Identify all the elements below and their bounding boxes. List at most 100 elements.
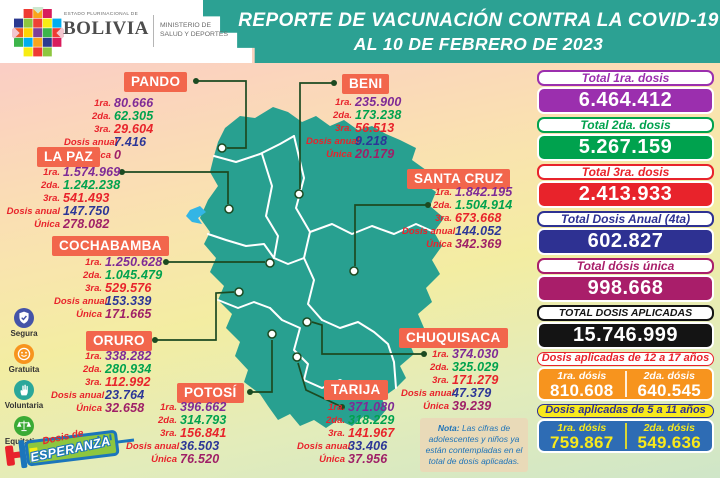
total-box-value: 6.464.412 [537, 87, 714, 114]
total-annual-dose-box: Total Dosis Anual (4ta) 602.827 [537, 211, 714, 255]
dose-label: Dosis anual [64, 137, 118, 148]
logo-estado-text: ESTADO PLURINACIONAL DE [64, 12, 139, 17]
age-dose-value: 640.545 [637, 381, 702, 400]
department-stats-oruro: 1ra. 338.282 2da. 280.934 3ra. 112.992 Dosi… [51, 349, 152, 415]
total-applied-doses-box: TOTAL DOSIS APLICADAS 15.746.999 [537, 305, 714, 349]
age-group-col: 1ra. dósis 810.608 [539, 369, 625, 399]
dose-label: 1ra. [432, 349, 449, 360]
dose-value: 171.279 [452, 373, 499, 387]
dose-value: 144.052 [455, 224, 502, 238]
department-title-potosi: POTOSÍ [177, 383, 244, 403]
dose-value: 173.238 [355, 108, 402, 122]
logo-divider [153, 15, 154, 47]
total-first-dose-box: Total 1ra. dosis 6.464.412 [537, 70, 714, 114]
dose-label: Única [76, 309, 102, 320]
dose-value: 338.282 [105, 349, 152, 363]
dose-label: 3ra. [432, 375, 449, 386]
principle-label: Segura [10, 329, 38, 338]
report-date: AL 10 DE FEBRERO DE 2023 [353, 33, 604, 54]
total-single-dose-box: Total dósis única 998.668 [537, 258, 714, 302]
dose-label: 1ra. [43, 167, 60, 178]
syringe-needle [116, 438, 135, 444]
dose-label: 3ra. [435, 213, 452, 224]
dose-value: 29.604 [114, 122, 154, 136]
dose-value: 156.841 [180, 426, 227, 440]
dose-value: 673.668 [455, 211, 502, 225]
note-box: Nota: Las cifras de adolescentes y niños… [420, 418, 528, 472]
age-group-col: 2da. dósis 549.636 [627, 421, 713, 451]
dose-value: 76.520 [180, 452, 220, 466]
dose-value: 9.218 [355, 134, 388, 148]
dose-label: Única [151, 454, 177, 465]
age-group-12-17-box: Dosis aplicadas de 12 a 17 años 1ra. dós… [537, 352, 714, 401]
dose-label: 2da. [82, 270, 102, 281]
dose-value: 371.080 [348, 400, 395, 414]
shield-check-icon [1, 308, 47, 328]
dose-value: 36.503 [180, 439, 220, 453]
bolivia-logo-mosaic [12, 7, 64, 57]
total-box-value: 15.746.999 [537, 322, 714, 349]
department-title-tarija: TARIJA [324, 380, 388, 400]
dose-label: 3ra. [328, 428, 345, 439]
note-text: Las cifras de adolescentes y niños ya es… [425, 423, 523, 466]
dose-value: 1.842.195 [455, 185, 513, 199]
dose-label: Dosis anual [402, 226, 456, 237]
dose-value: 7.416 [114, 135, 147, 149]
department-stats-santa-cruz: 1ra. 1.842.195 2da. 1.504.914 3ra. 673.668 … [402, 185, 513, 251]
department-connector-lines [122, 80, 428, 408]
dose-label: 3ra. [85, 283, 102, 294]
dose-label: Única [426, 239, 452, 250]
department-stats-tarija: 1ra. 371.080 2da. 318.229 3ra. 141.967 Dosi… [297, 401, 394, 466]
dose-value: 62.305 [114, 109, 154, 123]
department-title-santa-cruz: SANTA CRUZ [407, 169, 511, 189]
ministry-line1: MINISTERIO DE [160, 22, 211, 29]
dose-value: 80.666 [114, 96, 154, 110]
raised-hand-icon [1, 380, 47, 400]
age-dose-label: 2da. dósis [643, 422, 695, 434]
dose-label: Única [34, 219, 60, 230]
department-stats-potosi: 1ra. 396.662 2da. 314.793 3ra. 156.841 Dosi… [126, 401, 226, 466]
dose-label: 1ra. [94, 98, 111, 109]
dose-label: Dosis anual [54, 296, 108, 307]
dose-label: 1ra. [435, 187, 452, 198]
dose-label: 3ra. [85, 377, 102, 388]
age-group-col: 1ra. dósis 759.867 [539, 421, 625, 451]
dose-value: 20.179 [355, 147, 395, 161]
total-box-label: Total Dosis Anual (4ta) [537, 211, 714, 227]
dose-value: 171.665 [105, 307, 152, 321]
dose-label: 2da. [91, 111, 111, 122]
department-title-oruro: ORURO [86, 331, 152, 351]
dose-value: 147.750 [63, 204, 110, 218]
principle-label: Voluntaria [4, 401, 44, 410]
dose-label: Única [423, 401, 449, 412]
department-title-pando: PANDO [124, 72, 188, 92]
department-title-la-paz: LA PAZ [37, 147, 101, 167]
total-third-dose-box: Total 3ra. dosis 2.413.933 [537, 164, 714, 208]
age-dose-value: 759.867 [549, 433, 614, 452]
dose-value: 342.369 [455, 237, 502, 251]
dose-label: 1ra. [85, 351, 102, 362]
age-group-col: 2da. dósis 640.545 [627, 369, 713, 399]
dose-value: 1.242.238 [63, 178, 121, 192]
dose-label: 3ra. [335, 123, 352, 134]
dose-label: 2da. [82, 364, 102, 375]
principle-voluntaria: Voluntaria [1, 380, 47, 410]
department-markers [217, 143, 359, 362]
department-title-beni: BENI [342, 74, 390, 94]
dose-label: 1ra. [160, 402, 177, 413]
dose-value: 56.513 [355, 121, 395, 135]
dose-value: 280.934 [105, 362, 152, 376]
note-label: Nota: [437, 423, 460, 433]
dose-value: 47.379 [452, 386, 492, 400]
total-box-value: 602.827 [537, 228, 714, 255]
dose-label: 2da. [325, 415, 345, 426]
dose-value: 33.406 [348, 439, 388, 453]
dose-value: 314.793 [180, 413, 227, 427]
dose-value: 278.082 [63, 217, 110, 231]
dose-value: 1.250.628 [105, 255, 163, 269]
bolivia-map-shape [186, 107, 444, 428]
dose-value: 1.504.914 [455, 198, 513, 212]
dose-label: Dosis anual [126, 441, 180, 452]
dose-value: 23.764 [105, 388, 145, 402]
